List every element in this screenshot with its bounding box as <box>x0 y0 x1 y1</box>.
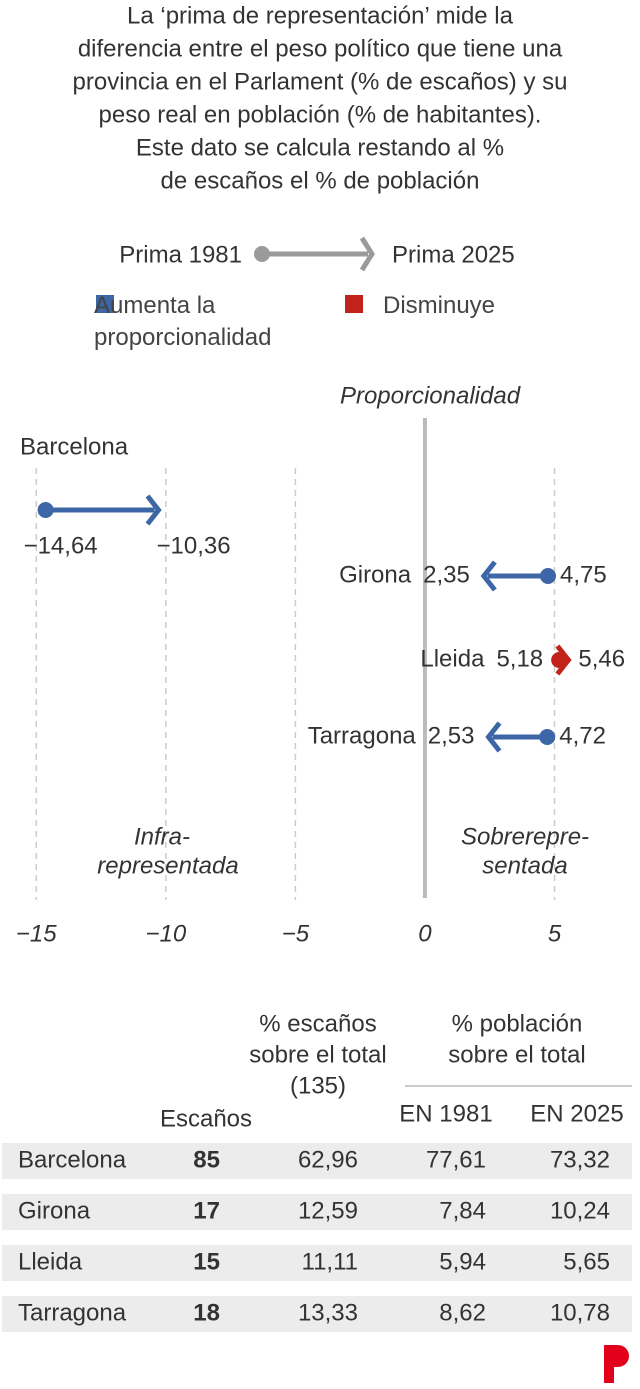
table-header: Escaños <box>160 1105 252 1132</box>
table-header: sobre el total <box>448 1041 585 1068</box>
x-tick-label: 5 <box>548 920 562 947</box>
table-cell: 17 <box>193 1197 220 1224</box>
table-header: EN 1981 <box>399 1100 492 1127</box>
start-dot <box>37 502 54 518</box>
category-label: Barcelona <box>20 433 129 460</box>
legend-to: Prima 2025 <box>392 241 515 268</box>
intro-line: La ‘prima de representación’ mide la <box>127 2 514 29</box>
x-tick-label: −5 <box>282 920 310 947</box>
table-cell: 10,24 <box>550 1197 610 1224</box>
legend-swatch <box>96 295 114 313</box>
table-cell: 8,62 <box>439 1299 486 1326</box>
table-cell: 7,84 <box>439 1197 486 1224</box>
start-dot <box>539 729 556 745</box>
table-row-bg <box>2 1245 632 1281</box>
legend-label: Aumenta la proporcionalidad <box>94 292 272 351</box>
table-header: EN 2025 <box>530 1100 623 1127</box>
x-tick-label: −10 <box>145 920 186 947</box>
legend-head <box>359 236 375 272</box>
intro-line: Este dato se calcula restando al % <box>136 134 504 161</box>
table-cell: Girona <box>18 1197 91 1224</box>
zone-label: Sobrerepre- <box>461 823 589 850</box>
value-label: −10,36 <box>157 532 231 559</box>
value-label: 5,18 <box>496 645 543 672</box>
legend-dot <box>254 246 270 262</box>
value-label: 2,35 <box>423 561 470 588</box>
table-cell: 5,65 <box>563 1248 610 1275</box>
table-cell: Lleida <box>18 1248 83 1275</box>
table-row-bg <box>2 1194 632 1230</box>
table-cell: 11,11 <box>302 1248 359 1275</box>
logo <box>604 1345 629 1383</box>
table-cell: 15 <box>193 1248 220 1275</box>
value-label: 4,72 <box>559 722 606 749</box>
start-dot <box>540 568 557 584</box>
table-header: % población <box>452 1010 583 1037</box>
legend-label: Disminuye <box>383 292 496 319</box>
table-cell: 13,33 <box>298 1299 358 1326</box>
table-cell: Tarragona <box>18 1299 127 1326</box>
category-label: Tarragona <box>308 722 417 749</box>
table-cell: 85 <box>193 1146 220 1173</box>
table-cell: 12,59 <box>298 1197 358 1224</box>
value-label: −14,64 <box>24 532 98 559</box>
zone-label: sentada <box>482 852 567 879</box>
intro-line: diferencia entre el peso político que ti… <box>78 35 563 62</box>
center-label: Proporcionalidad <box>340 382 521 409</box>
table-cell: Barcelona <box>18 1146 127 1173</box>
value-label: 2,53 <box>428 722 475 749</box>
arrow-head <box>555 644 572 676</box>
arrow-head <box>485 721 502 753</box>
x-tick-label: 0 <box>418 920 432 947</box>
value-label: 4,75 <box>560 561 607 588</box>
zone-label: representada <box>97 852 238 879</box>
intro-line: de escaños el % de población <box>161 167 480 194</box>
zone-label: Infra- <box>134 823 190 850</box>
arrow-head <box>145 494 162 526</box>
table-header: % escaños <box>259 1010 376 1037</box>
table-cell: 5,94 <box>439 1248 486 1275</box>
legend-swatch <box>345 295 363 313</box>
table-row-bg <box>2 1296 632 1332</box>
arrow-head <box>480 560 497 592</box>
table-header: sobre el total <box>249 1041 386 1068</box>
table-cell: 10,78 <box>550 1299 610 1326</box>
x-tick-label: −15 <box>16 920 57 947</box>
table-row-bg <box>2 1143 632 1179</box>
intro-line: peso real en población (% de habitantes)… <box>99 101 542 128</box>
legend-from: Prima 1981 <box>119 241 242 268</box>
table-cell: 77,61 <box>426 1146 486 1173</box>
category-label: Lleida <box>420 645 485 672</box>
intro-line: provincia en el Parlament (% de escaños)… <box>73 68 568 95</box>
category-label: Girona <box>339 561 412 588</box>
table-cell: 73,32 <box>550 1146 610 1173</box>
table-cell: 62,96 <box>298 1146 358 1173</box>
value-label: 5,46 <box>578 645 625 672</box>
table-cell: 18 <box>193 1299 220 1326</box>
table-header: (135) <box>290 1072 346 1099</box>
